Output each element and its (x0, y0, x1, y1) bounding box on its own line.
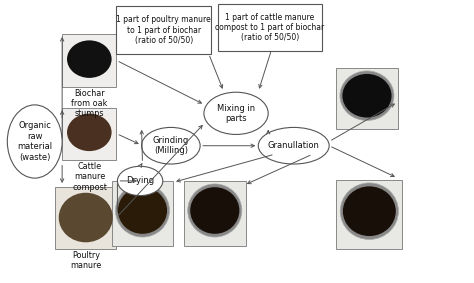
FancyBboxPatch shape (218, 4, 322, 51)
Ellipse shape (188, 184, 242, 237)
FancyBboxPatch shape (62, 35, 117, 87)
Text: 1 part of cattle manure
compost to 1 part of biochar
(ratio of 50/50): 1 part of cattle manure compost to 1 par… (216, 12, 325, 42)
Ellipse shape (190, 187, 239, 234)
Ellipse shape (204, 92, 268, 134)
Ellipse shape (73, 119, 97, 137)
Text: Grinding
(Milling): Grinding (Milling) (153, 136, 189, 155)
Ellipse shape (340, 183, 399, 239)
Text: Biochar
from oak
stumps: Biochar from oak stumps (72, 89, 108, 118)
Ellipse shape (116, 184, 170, 237)
Ellipse shape (118, 187, 167, 234)
Text: Cattle
manure
compost: Cattle manure compost (72, 162, 107, 192)
Text: Organic
raw
material
(waste): Organic raw material (waste) (17, 121, 52, 162)
Text: Mixing in
parts: Mixing in parts (217, 104, 255, 123)
FancyBboxPatch shape (116, 6, 211, 54)
FancyBboxPatch shape (184, 181, 246, 246)
Text: Drying: Drying (126, 176, 154, 185)
Ellipse shape (67, 40, 111, 78)
Ellipse shape (59, 193, 113, 242)
Ellipse shape (343, 186, 396, 236)
Ellipse shape (7, 105, 62, 178)
Ellipse shape (258, 127, 329, 164)
FancyBboxPatch shape (55, 186, 117, 248)
FancyBboxPatch shape (336, 68, 398, 129)
FancyBboxPatch shape (112, 181, 173, 246)
Ellipse shape (118, 166, 163, 196)
Ellipse shape (342, 74, 392, 117)
FancyBboxPatch shape (62, 108, 117, 160)
Text: Granullation: Granullation (268, 141, 319, 150)
Ellipse shape (340, 71, 394, 121)
Ellipse shape (67, 113, 111, 151)
Ellipse shape (142, 127, 200, 164)
Text: Poultry
manure: Poultry manure (70, 251, 101, 270)
Ellipse shape (73, 46, 97, 64)
FancyBboxPatch shape (336, 179, 402, 248)
Text: 1 part of poultry manure
to 1 part of biochar
(ratio of 50/50): 1 part of poultry manure to 1 part of bi… (117, 15, 211, 45)
